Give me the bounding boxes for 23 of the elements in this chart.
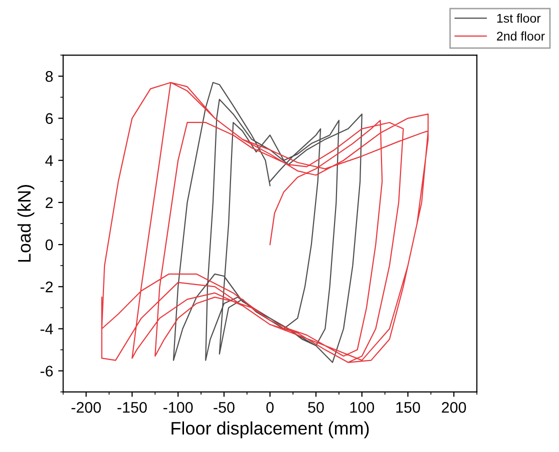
y-tick-label: -6	[40, 366, 53, 377]
line-series	[101, 82, 429, 363]
y-tick-label: 4	[45, 155, 53, 166]
y-tick-label: -2	[40, 282, 53, 292]
y-axis-title: Load (kN)	[17, 184, 34, 262]
y-tick-label: 0	[46, 239, 53, 250]
x-tick-label: 100	[350, 402, 374, 413]
x-tick-label: 0	[266, 402, 274, 413]
line-series	[172, 82, 362, 363]
x-tick-label: -100	[163, 402, 193, 413]
legend-label: 1st floor	[497, 14, 541, 23]
x-tick-label: -150	[118, 402, 147, 413]
y-tick-label: 6	[46, 113, 53, 124]
legend-label: 2nd floor	[496, 31, 545, 41]
x-tick-label: 200	[442, 402, 466, 413]
y-tick-label: -4	[40, 324, 53, 334]
x-tick-label: 50	[308, 402, 324, 413]
y-tick-label: 8	[46, 71, 53, 82]
x-tick-label: -200	[72, 402, 101, 413]
x-tick-label: 150	[396, 402, 420, 413]
y-tick-label: 2	[46, 197, 53, 208]
x-axis-title: Floor displacement (mm)	[172, 421, 369, 438]
x-tick-label: -50	[214, 402, 234, 413]
